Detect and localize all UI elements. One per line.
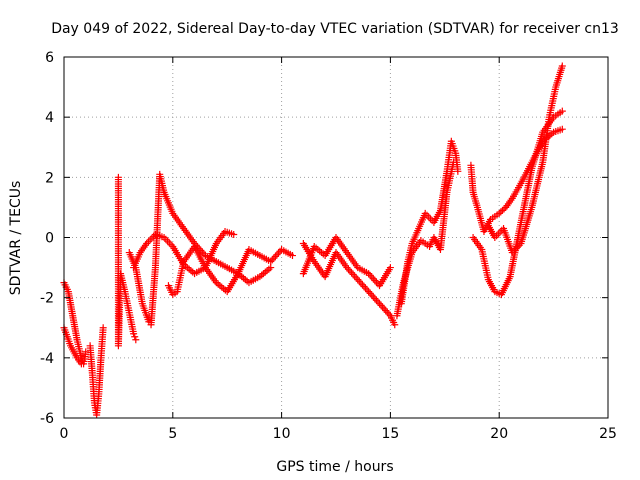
data-points xyxy=(60,62,566,419)
data-point xyxy=(366,271,374,279)
data-point xyxy=(382,307,390,315)
data-point xyxy=(365,270,373,278)
data-point xyxy=(369,293,377,301)
y-tick-label: -6 xyxy=(40,411,54,427)
data-point xyxy=(351,272,359,280)
y-axis-label: SDTVAR / TECUs xyxy=(8,181,24,296)
y-tick-label: 0 xyxy=(45,231,54,247)
y-tick-label: -2 xyxy=(40,291,54,307)
data-point xyxy=(383,308,391,316)
data-point xyxy=(268,256,276,264)
data-point xyxy=(558,125,566,133)
data-point xyxy=(82,348,90,356)
data-point xyxy=(379,303,387,311)
series-track-g xyxy=(164,243,296,299)
data-point xyxy=(495,209,503,217)
data-point xyxy=(230,230,238,238)
data-point xyxy=(376,300,384,308)
data-point xyxy=(371,295,379,303)
data-point xyxy=(558,107,566,115)
data-point xyxy=(497,208,505,216)
data-point xyxy=(371,276,379,284)
data-point xyxy=(368,273,376,281)
x-tick-label: 10 xyxy=(273,426,291,442)
data-point xyxy=(386,264,394,272)
series-track-j xyxy=(397,137,462,308)
series-track-d xyxy=(114,173,140,350)
y-tick-label: -4 xyxy=(40,351,54,367)
axis-ticks: 0 5 10 15 20 25 -6 -4 -2 0 2 4 6 xyxy=(40,50,617,442)
data-point xyxy=(267,258,275,266)
data-point xyxy=(343,264,351,272)
data-point xyxy=(131,333,139,341)
series-track-i xyxy=(299,234,394,290)
data-point xyxy=(369,275,377,283)
x-tick-label: 20 xyxy=(490,426,508,442)
data-point xyxy=(425,213,433,221)
data-point xyxy=(366,289,374,297)
data-point xyxy=(348,269,356,277)
data-point xyxy=(358,281,366,289)
series-track-c xyxy=(86,324,107,419)
x-tick-label: 0 xyxy=(60,426,69,442)
data-point xyxy=(450,158,458,166)
data-point xyxy=(377,301,385,309)
data-point xyxy=(270,254,278,262)
series-track-h xyxy=(299,240,399,329)
data-point xyxy=(77,360,85,368)
data-point xyxy=(385,310,393,318)
x-axis-label: GPS time / hours xyxy=(276,459,393,475)
chart-title: Day 049 of 2022, Sidereal Day-to-day VTE… xyxy=(51,21,619,37)
data-point xyxy=(368,291,376,299)
x-tick-label: 5 xyxy=(168,426,177,442)
data-point xyxy=(99,324,107,332)
data-point xyxy=(352,274,360,282)
x-tick-label: 15 xyxy=(381,426,399,442)
data-point xyxy=(391,321,399,329)
data-point xyxy=(200,250,208,258)
data-point xyxy=(344,265,352,273)
x-tick-label: 25 xyxy=(599,426,617,442)
data-point xyxy=(498,206,506,214)
data-point xyxy=(355,277,363,285)
data-point xyxy=(165,239,173,247)
data-point xyxy=(494,230,502,238)
data-point xyxy=(274,249,282,257)
data-point xyxy=(164,237,172,245)
data-point xyxy=(454,167,462,175)
data-point xyxy=(500,205,508,213)
data-point xyxy=(558,62,566,70)
data-point xyxy=(360,282,368,290)
data-point xyxy=(374,298,382,306)
data-point xyxy=(380,305,388,313)
data-point xyxy=(357,279,365,287)
series-track-b xyxy=(60,324,85,368)
y-tick-label: 2 xyxy=(45,170,54,186)
data-point xyxy=(130,330,138,338)
y-tick-label: 6 xyxy=(45,50,54,66)
data-point xyxy=(288,252,296,260)
data-point xyxy=(132,336,140,344)
data-point xyxy=(354,276,362,284)
data-point xyxy=(365,288,373,296)
data-point xyxy=(363,286,371,294)
data-point xyxy=(362,284,370,292)
series-track-l xyxy=(467,125,566,235)
series-track-n xyxy=(484,62,566,257)
data-point xyxy=(267,264,275,272)
data-point xyxy=(346,267,354,275)
data-point xyxy=(372,296,380,304)
series-track-k xyxy=(393,158,458,320)
y-tick-label: 4 xyxy=(45,110,54,126)
data-point xyxy=(349,270,357,278)
data-point xyxy=(271,252,279,260)
data-point xyxy=(273,251,281,259)
series-track-f xyxy=(130,227,238,278)
